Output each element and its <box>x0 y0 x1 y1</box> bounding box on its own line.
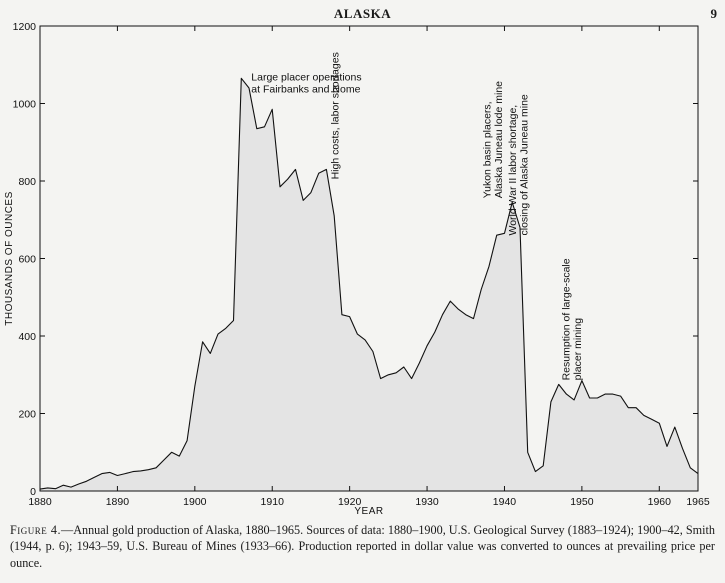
y-axis-title: THOUSANDS OF OUNCES <box>4 191 15 326</box>
annotation-world-war-ii-line-2: closing of Alaska Juneau mine <box>519 94 531 235</box>
y-tick-label-200: 200 <box>18 409 36 421</box>
x-tick-label-1900: 1900 <box>183 496 207 508</box>
x-tick-label-1930: 1930 <box>415 496 439 508</box>
y-axis: 0 200 400 600 800 1000 1200 THOUSANDS OF OUNCES <box>4 21 698 498</box>
x-tick-label-1950: 1950 <box>570 496 594 508</box>
series-line <box>39 77 699 490</box>
x-tick-label-1880: 1880 <box>28 496 52 508</box>
figure-label: Figure 4. <box>10 523 61 537</box>
y-tick-label-1200: 1200 <box>13 21 37 33</box>
annotation-world-war-ii-line-1: World War II labor shortage, <box>507 105 519 236</box>
annotation-high-costs: High costs, labor shortages <box>329 52 341 179</box>
annotation-large-placer: Large placer operations at Fairbanks and … <box>251 71 361 95</box>
x-tick-label-1920: 1920 <box>338 496 362 508</box>
annotation-resumption-line-2: placer mining <box>572 318 584 381</box>
figure-caption: Figure 4.—Annual gold production of Alas… <box>10 522 715 571</box>
caption-text: —Annual gold production of Alaska, 1880–… <box>10 523 716 570</box>
x-tick-label-1940: 1940 <box>493 496 517 508</box>
x-axis: 1880 1890 1900 1910 1920 1930 1940 1950 1960 1965… <box>28 26 710 517</box>
annotation-world-war-ii: World War II labor shortage,closing of A… <box>507 94 531 235</box>
x-tick-label-1965: 1965 <box>686 496 710 508</box>
annotations: Large placer operations at Fairbanks and … <box>251 52 584 380</box>
y-tick-label-400: 400 <box>18 331 36 343</box>
annotation-yukon-basin: Yukon basin placers,Alaska Juneau lode m… <box>482 81 506 198</box>
x-tick-label-1890: 1890 <box>106 496 130 508</box>
page-number: 9 <box>710 6 718 21</box>
annotation-yukon-basin-line-1: Yukon basin placers, <box>482 101 494 198</box>
gold-production-chart: 1880 1890 1900 1910 1920 1930 1940 1950 1960 1965… <box>4 21 710 517</box>
annotation-large-placer-line-1: Large placer operations <box>251 71 361 83</box>
annotation-high-costs-line-1: High costs, labor shortages <box>329 52 341 179</box>
plot-area <box>39 25 699 492</box>
y-tick-label-600: 600 <box>18 254 36 266</box>
running-title: ALASKA <box>333 6 392 21</box>
x-tick-label-1910: 1910 <box>261 496 285 508</box>
annotation-large-placer-line-2: at Fairbanks and Nome <box>251 83 360 95</box>
annotation-resumption: Resumption of large-scaleplacer mining <box>561 258 585 380</box>
y-tick-label-800: 800 <box>18 176 36 188</box>
x-axis-title: YEAR <box>354 506 383 517</box>
annotation-resumption-line-1: Resumption of large-scale <box>561 258 573 380</box>
y-tick-label-1000: 1000 <box>13 99 37 111</box>
y-tick-label-0: 0 <box>30 486 36 498</box>
series-area-fill <box>40 78 698 492</box>
running-head: ALASKA 9 <box>0 6 725 22</box>
x-tick-label-1960: 1960 <box>648 496 672 508</box>
annotation-yukon-basin-line-2: Alaska Juneau lode mine <box>493 81 505 198</box>
